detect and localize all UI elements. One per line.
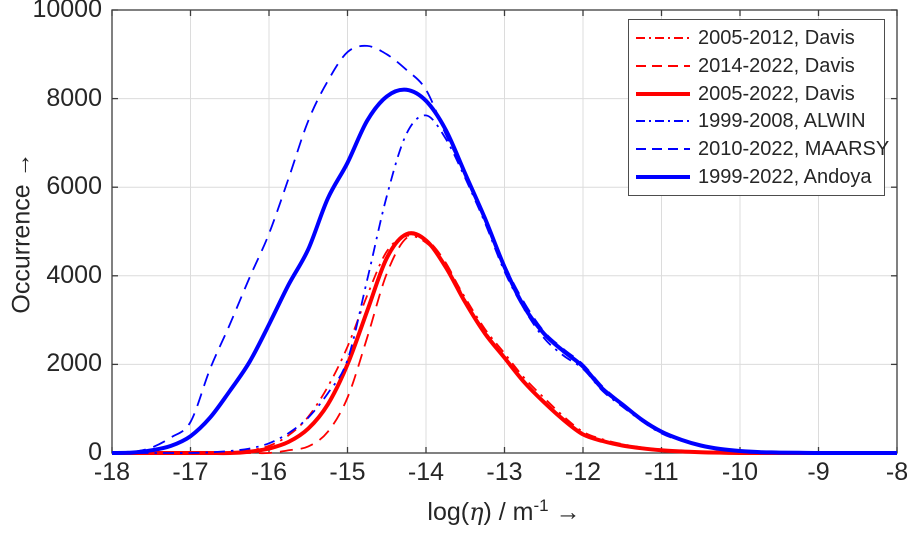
legend-label: 2014-2022, Davis (698, 54, 855, 77)
x-tick-label: -10 (721, 458, 759, 486)
legend-entry: 2010-2022, MAARSY (635, 136, 889, 162)
legend-entry: 2005-2022, Davis (635, 81, 884, 107)
x-tick-label: -16 (250, 458, 288, 486)
legend-line-sample-dashed-red (636, 64, 690, 67)
legend-label: 1999-2008, ALWIN (698, 110, 866, 133)
x-tick-label: -18 (93, 458, 131, 486)
y-tick-label: 8000 (46, 83, 102, 112)
series-line-1999-2022-andoya (111, 87, 897, 455)
legend-label: 2010-2022, MAARSY (698, 138, 890, 161)
legend-line-sample-solid-blue (636, 175, 690, 180)
x-tick-label: -8 (885, 458, 907, 486)
x-tick-label: -15 (329, 458, 366, 486)
legend-entry: 1999-2008, ALWIN (635, 108, 884, 134)
legend-line-sample-dashed-blue (636, 148, 690, 151)
y-tick-label: 4000 (46, 260, 102, 289)
y-tick-label: 6000 (46, 172, 102, 201)
eta-symbol: η (469, 498, 484, 526)
x-axis-label-superscript: -1 (533, 496, 549, 515)
x-tick-label: -13 (486, 458, 523, 486)
x-tick-label: -17 (172, 458, 209, 486)
x-tick-label: -9 (807, 458, 830, 486)
y-tick-label: 0 (88, 437, 102, 466)
legend-entry: 2005-2012, Davis (635, 25, 884, 51)
x-axis-label: log(η) / m-1 → (427, 496, 580, 527)
legend-label: 1999-2022, Andoya (698, 166, 872, 189)
legend-line-sample-solid-red (636, 91, 690, 96)
x-tick-label: -11 (644, 458, 679, 486)
legend: 2005-2012, Davis 2014-2022, Davis 2005-2… (628, 19, 889, 196)
legend-line-sample-dashdot-blue (636, 120, 690, 123)
x-axis-label-prefix: log( (427, 498, 470, 526)
x-tick-label: -14 (407, 458, 445, 486)
x-axis-arrow: → (548, 498, 581, 526)
y-tick-label: 2000 (46, 349, 102, 378)
legend-entry: 2014-2022, Davis (635, 53, 884, 79)
legend-label: 2005-2022, Davis (698, 82, 855, 105)
y-tick-label: 10000 (32, 0, 102, 23)
x-tick-label: -12 (564, 458, 602, 486)
legend-label: 2005-2012, Davis (698, 26, 855, 49)
x-axis-label-mid: ) / m (483, 498, 534, 526)
legend-line-sample-dashdot-red (636, 36, 690, 39)
curves (111, 44, 897, 456)
y-axis-label: Occurrence → (7, 152, 36, 314)
legend-entry: 1999-2022, Andoya (635, 164, 884, 190)
